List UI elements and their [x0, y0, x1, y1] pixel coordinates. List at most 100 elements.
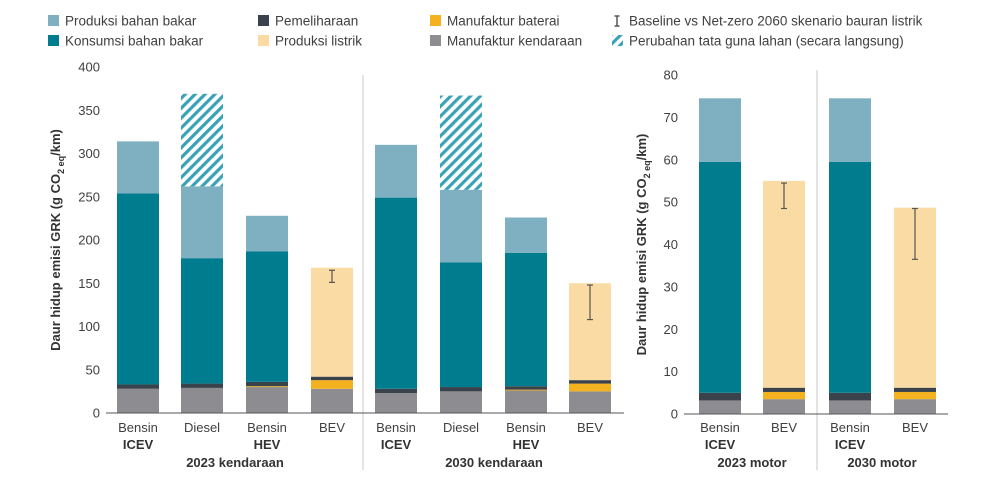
- stacked-bar: Bensin HEV: [246, 215, 288, 452]
- bar-segment-battery-manufacturing: [763, 391, 805, 400]
- legend-label: Konsumsi bahan bakar: [65, 34, 204, 49]
- bar-group: Bensin ICEV BEV 2030 motor: [829, 98, 936, 470]
- x-subcategory-label: ICEV: [705, 437, 736, 452]
- bar-segment-maintenance: [117, 384, 159, 389]
- bar-segment-maintenance: [569, 380, 611, 384]
- legend-swatch-vehicle-manufacturing: [430, 35, 441, 46]
- x-subcategory-label: ICEV: [381, 437, 412, 452]
- legend-label: Manufaktur kendaraan: [447, 34, 582, 49]
- legend-item-electricity-production: Produksi listrik: [258, 34, 362, 49]
- y-axis-label-main: Daur hidup emisi GRK (g CO: [634, 178, 649, 355]
- bar-segment-fuel-production: [375, 144, 417, 198]
- bar-group: Bensin ICEV Diesel Bensin HEV BEV 2030 kendara…: [375, 95, 611, 470]
- legend-item-land-use-change: Perubahan tata guna lahan (secara langsu…: [612, 34, 904, 49]
- legend-swatch-electricity-production: [258, 35, 269, 46]
- x-subcategory-label: HEV: [513, 437, 540, 452]
- y-tick-label: 200: [78, 233, 100, 248]
- chart-panel-1: 0 50 100 150 200 250 300 350 400 Daur hidup emisi…: [48, 60, 624, 470]
- bar-segment-maintenance: [699, 392, 741, 401]
- legend-item-fuel-production: Produksi bahan bakar: [48, 14, 197, 29]
- y-axis-label-end: /km): [634, 134, 649, 161]
- bar-segment-maintenance: [894, 387, 936, 392]
- bar-segment-vehicle-manufacturing: [440, 391, 482, 413]
- bar-segment-land-use-change: [440, 95, 482, 190]
- bar-group: Bensin ICEV BEV 2023 motor: [699, 98, 805, 470]
- y-tick-label: 0: [671, 407, 678, 422]
- y-tick-label: 80: [664, 68, 678, 83]
- x-group-label: 2023 motor: [717, 455, 786, 470]
- y-tick-label: 50: [86, 362, 100, 377]
- legend-item-maintenance: Pemeliharaan: [258, 14, 358, 29]
- bar-segment-fuel-consumption: [699, 161, 741, 393]
- legend-swatch-battery-manufacturing: [430, 15, 441, 26]
- legend-label: Produksi bahan bakar: [65, 14, 197, 29]
- x-category-label: BEV: [319, 420, 345, 435]
- stacked-bar: Diesel: [440, 95, 482, 435]
- x-category-label: Bensin: [830, 420, 870, 435]
- bar-segment-vehicle-manufacturing: [894, 399, 936, 414]
- bar-segment-maintenance: [375, 388, 417, 394]
- legend-swatch-land-use-change: [612, 35, 623, 46]
- bar-segment-vehicle-manufacturing: [375, 393, 417, 413]
- y-tick-label: 10: [664, 364, 678, 379]
- legend-item-vehicle-manufacturing: Manufaktur kendaraan: [430, 34, 582, 49]
- bar-segment-fuel-consumption: [375, 197, 417, 389]
- legend-swatch-fuel-consumption: [48, 35, 59, 46]
- y-tick-label: 350: [78, 103, 100, 118]
- x-category-label: Diesel: [443, 420, 479, 435]
- x-category-label: Diesel: [184, 420, 220, 435]
- bar-segment-vehicle-manufacturing: [181, 387, 223, 413]
- bar-segment-maintenance: [505, 386, 547, 390]
- y-tick-label: 70: [664, 110, 678, 125]
- y-tick-label: 300: [78, 146, 100, 161]
- stacked-bar: Bensin ICEV: [117, 141, 159, 452]
- bar-segment-maintenance: [181, 383, 223, 388]
- y-tick-label: 250: [78, 189, 100, 204]
- x-category-label: Bensin: [376, 420, 416, 435]
- bar-segment-battery-manufacturing: [569, 383, 611, 392]
- bar-segment-battery-manufacturing: [894, 391, 936, 400]
- bar-segment-vehicle-manufacturing: [829, 400, 871, 414]
- legend-swatch-fuel-production: [48, 15, 59, 26]
- x-category-label: BEV: [577, 420, 603, 435]
- stacked-bar: Bensin ICEV: [699, 98, 741, 452]
- x-category-label: Bensin: [506, 420, 546, 435]
- bar-segment-fuel-production: [440, 189, 482, 263]
- legend-label: Produksi listrik: [275, 34, 362, 49]
- y-axis-label: Daur hidup emisi GRK (g CO2 eq/km): [634, 134, 652, 356]
- bar-segment-vehicle-manufacturing: [246, 387, 288, 413]
- x-group-label: 2030 kendaraan: [445, 455, 543, 470]
- bar-segment-fuel-production: [829, 98, 871, 162]
- y-tick-label: 0: [93, 406, 100, 421]
- y-tick-label: 100: [78, 319, 100, 334]
- stacked-bar: Diesel: [181, 93, 223, 435]
- bar-segment-battery-manufacturing: [311, 380, 353, 389]
- y-axis-label-subscript: 2 eq: [56, 156, 66, 174]
- bar-segment-fuel-consumption: [829, 161, 871, 393]
- stacked-bar: BEV: [569, 283, 611, 435]
- bar-segment-battery-manufacturing: [246, 386, 288, 388]
- y-tick-label: 20: [664, 322, 678, 337]
- x-group-label: 2023 kendaraan: [186, 455, 284, 470]
- x-group-label: 2030 motor: [847, 455, 916, 470]
- bar-segment-maintenance: [311, 376, 353, 381]
- x-category-label: Bensin: [118, 420, 158, 435]
- x-category-label: BEV: [902, 420, 928, 435]
- stacked-bar: BEV: [311, 267, 353, 435]
- legend-item-error-bar: Baseline vs Net-zero 2060 skenario baura…: [614, 14, 923, 29]
- y-tick-label: 400: [78, 60, 100, 75]
- x-subcategory-label: ICEV: [123, 437, 154, 452]
- y-tick-label: 150: [78, 276, 100, 291]
- bar-segment-vehicle-manufacturing: [117, 388, 159, 413]
- legend-label: Perubahan tata guna lahan (secara langsu…: [629, 34, 904, 49]
- y-tick-label: 50: [664, 195, 678, 210]
- bar-segment-fuel-consumption: [246, 251, 288, 382]
- bar-segment-electricity-production: [763, 180, 805, 388]
- x-subcategory-label: ICEV: [835, 437, 866, 452]
- y-axis-label-end: /km): [48, 129, 63, 156]
- bar-segment-vehicle-manufacturing: [311, 388, 353, 413]
- legend: Produksi bahan bakar Konsumsi bahan bakar…: [48, 14, 923, 49]
- y-tick-label: 40: [664, 237, 678, 252]
